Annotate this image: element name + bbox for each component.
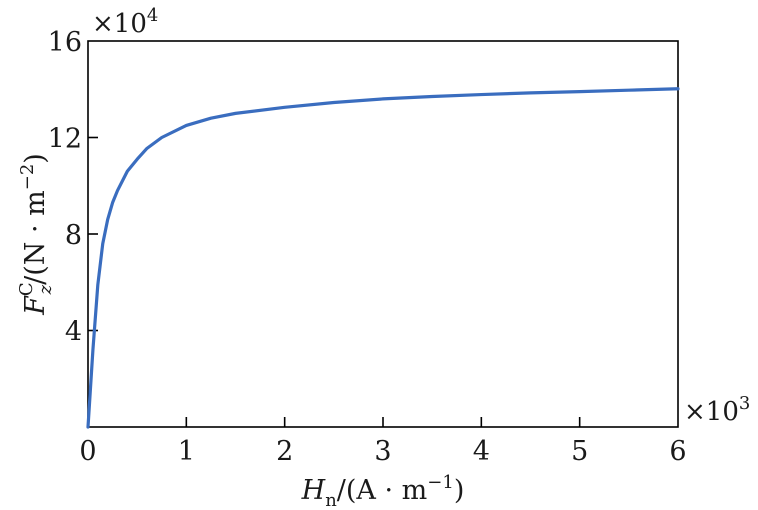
x-tick-label: 3 bbox=[374, 436, 391, 467]
x-tick-label: 1 bbox=[178, 436, 195, 467]
y-tick-label: 12 bbox=[48, 124, 82, 155]
y-tick-label: 4 bbox=[65, 317, 82, 348]
x-tick-label: 0 bbox=[79, 436, 96, 467]
x-axis-multiplier: ×103 bbox=[684, 393, 750, 427]
x-tick-label: 6 bbox=[669, 436, 686, 467]
x-tick-label: 4 bbox=[473, 436, 490, 467]
x-axis-ticks: 0 1 2 3 4 5 6 bbox=[79, 417, 687, 467]
series-line bbox=[86, 87, 680, 429]
y-axis-multiplier: ×104 bbox=[92, 5, 158, 39]
y-axis-label: FCz/(N · m−2) bbox=[16, 153, 56, 316]
x-axis-label: Hn/(A · m−1) bbox=[301, 472, 465, 510]
y-tick-label: 16 bbox=[48, 27, 82, 58]
x-tick-label: 5 bbox=[571, 436, 588, 467]
y-tick-label: 8 bbox=[65, 220, 82, 251]
y-axis-ticks: 4 8 12 16 bbox=[48, 27, 98, 348]
x-tick-label: 2 bbox=[276, 436, 293, 467]
